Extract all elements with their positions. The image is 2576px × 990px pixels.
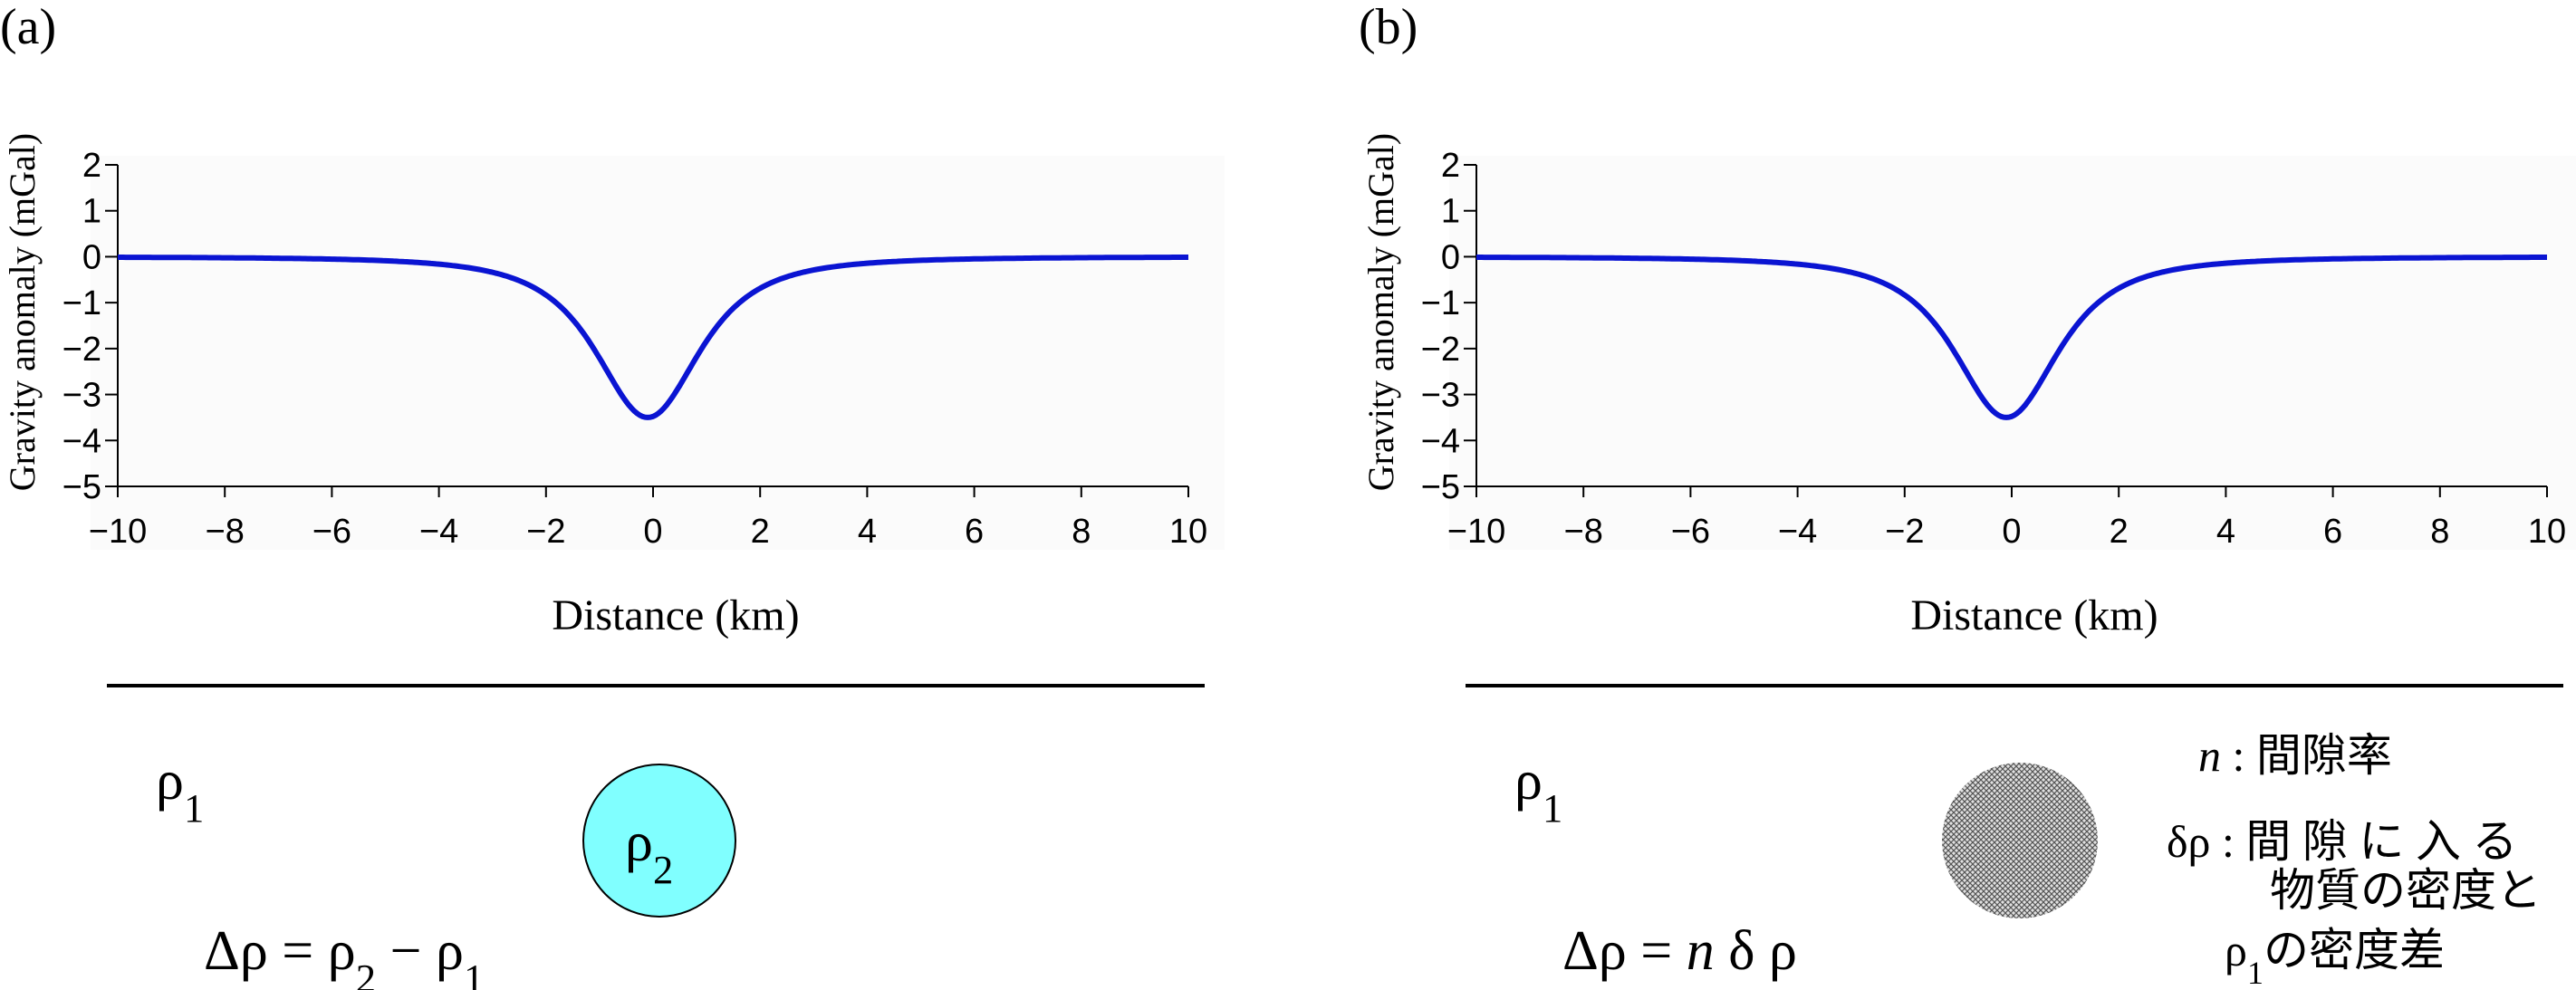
- x-tick-label: −6: [1671, 513, 1710, 551]
- x-tick-label: −2: [526, 513, 565, 551]
- y-tick-label: −5: [62, 468, 101, 506]
- x-tick-label: 4: [2216, 513, 2235, 551]
- x-tick-label: −4: [419, 513, 458, 551]
- density-contrast-formula: Δρ = n δ ρ: [1562, 920, 1797, 982]
- legend-line-1: n : 間隙率: [2198, 730, 2392, 781]
- plot-area: [91, 156, 1225, 550]
- y-tick-label: 1: [1441, 193, 1460, 231]
- gravity-anomaly-curve: [118, 255, 1188, 420]
- x-tick-label: 2: [2110, 513, 2129, 551]
- y-tick-label: −5: [1421, 468, 1460, 506]
- y-axis-title: Gravity anomaly (mGal): [1360, 133, 1401, 491]
- sphere-rho2-label: ρ2: [625, 812, 673, 892]
- y-tick-label: −3: [62, 377, 101, 415]
- y-tick-label: −4: [1421, 422, 1460, 460]
- y-tick-label: −1: [1421, 284, 1460, 322]
- y-tick-label: 0: [82, 238, 101, 276]
- x-tick-label: −8: [206, 513, 245, 551]
- y-tick-label: 0: [1441, 238, 1460, 276]
- x-tick-label: 10: [2528, 513, 2566, 551]
- plot-area: [1449, 156, 2576, 550]
- x-tick-label: 0: [2002, 513, 2021, 551]
- x-tick-label: −2: [1885, 513, 1924, 551]
- gravity-anomaly-curve: [1476, 255, 2547, 420]
- y-tick-label: −1: [62, 284, 101, 322]
- y-tick-label: −2: [62, 331, 101, 369]
- density-contrast-formula: Δρ = ρ2 − ρ1: [204, 920, 484, 990]
- x-tick-label: −6: [312, 513, 351, 551]
- x-tick-label: −8: [1564, 513, 1603, 551]
- panel-b-figure: (b)210−1−2−3−4−5−10 −8 −6 −4 −2 0 2 4 6 8 10Distan…: [1359, 0, 2576, 990]
- panel-a: (a) 2 1 0 −1 −2 −3 −4 −5 −10 −8 −6 −4 −2 0 2 4 6 8 10 Distan…: [0, 0, 1225, 990]
- y-tick-label: 1: [82, 193, 101, 231]
- panel-b: (b) 2 1 0 −1 −2 −3 −4 −5 −10 −8 −6 −4 −2 0 2 4 6 8 10 Distan…: [1359, 0, 2576, 990]
- rho1-label: ρ1: [1514, 750, 1562, 831]
- porous-body-sphere: [1942, 763, 2098, 918]
- x-tick-label: 4: [858, 513, 877, 551]
- density-body-sphere: [582, 764, 736, 918]
- x-axis-title: Distance (km): [552, 591, 799, 639]
- x-axis-title: Distance (km): [1910, 591, 2158, 639]
- y-tick-label: −2: [1421, 331, 1460, 369]
- x-tick-label: 10: [1169, 513, 1207, 551]
- y-axis-title: Gravity anomaly (mGal): [2, 133, 43, 491]
- x-tick-label: −10: [89, 513, 147, 551]
- x-tick-label: −4: [1778, 513, 1817, 551]
- legend-line-3: 物質の密度と: [2270, 865, 2542, 916]
- x-tick-label: 2: [751, 513, 770, 551]
- x-tick-label: 6: [2323, 513, 2342, 551]
- x-tick-label: −10: [1447, 513, 1505, 551]
- y-tick-label: −3: [1421, 377, 1460, 415]
- y-tick-label: 2: [82, 147, 101, 185]
- rho1-label: ρ1: [156, 750, 204, 831]
- legend-line-2: δρ : 間 隙 に 入 る: [2167, 816, 2517, 867]
- y-tick-label: −4: [62, 422, 101, 460]
- panel-a-figure: (a)210−1−2−3−4−5−10 −8 −6 −4 −2 0 2 4 6 8 10Distan…: [0, 0, 1225, 990]
- panel-label: (a): [0, 0, 56, 55]
- x-tick-label: 8: [2430, 513, 2449, 551]
- panel-label: (b): [1359, 0, 1418, 55]
- legend-line-4: ρ1の密度差: [2225, 925, 2445, 990]
- x-tick-label: 8: [1072, 513, 1091, 551]
- x-tick-label: 0: [643, 513, 662, 551]
- x-tick-label: 6: [965, 513, 984, 551]
- y-tick-label: 2: [1441, 147, 1460, 185]
